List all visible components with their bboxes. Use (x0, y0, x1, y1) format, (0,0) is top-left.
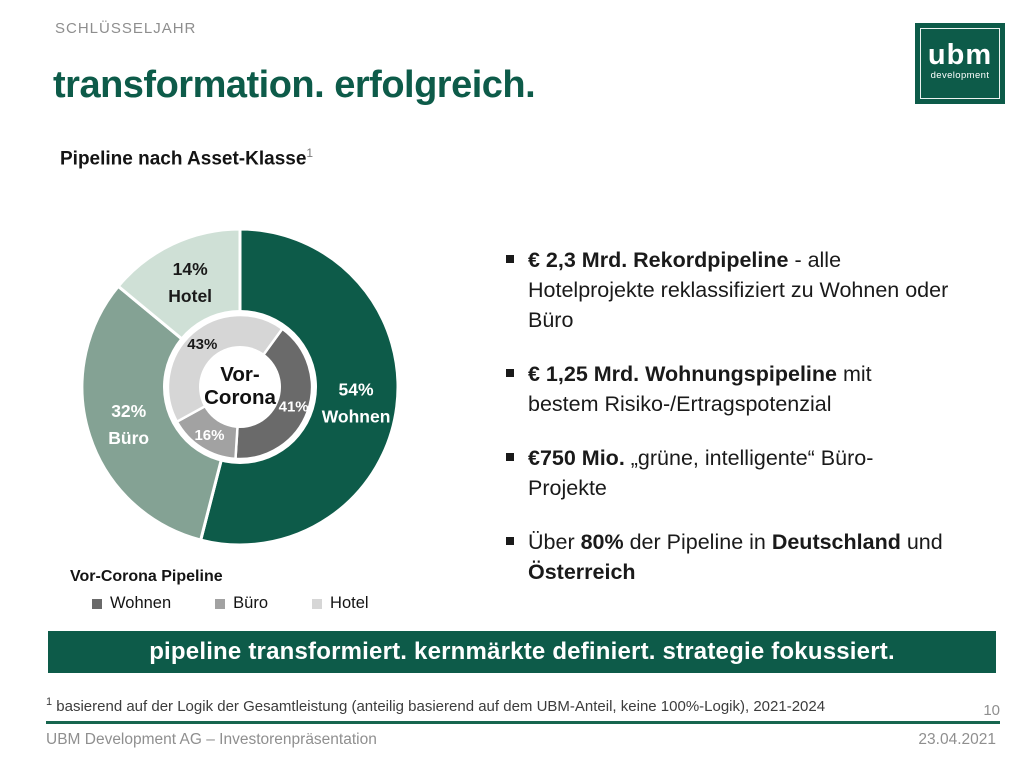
segment-value-label: 16% (194, 427, 224, 444)
donut-hole (199, 346, 281, 428)
footer-date: 23.04.2021 (918, 731, 996, 748)
legend-swatch-icon (312, 598, 323, 609)
chart-heading-text: Pipeline nach Asset-Klasse (60, 148, 307, 170)
footnote: 1 basierend auf der Logik der Gesamtleis… (46, 696, 825, 715)
page-number: 10 (983, 702, 1000, 719)
segment-value-label: 43% (187, 336, 217, 353)
legend-items: Wohnen Büro Hotel (70, 594, 400, 613)
bullet-line: Hotelprojekte reklassifiziert zu Wohnen … (528, 278, 949, 302)
slide-title: transformation. erfolgreich. (53, 64, 536, 106)
bullet-line: Büro (528, 308, 574, 332)
bullet-square-icon (506, 453, 514, 461)
legend-item-wohnen: Wohnen (92, 594, 171, 613)
ubm-logo: ubm development (915, 23, 1005, 104)
segment-value-label: 14% (173, 259, 208, 279)
segment-category-label: Wohnen (322, 407, 391, 427)
footer-divider (46, 721, 1000, 724)
segment-value-label: 32% (111, 401, 146, 421)
legend-label: Büro (233, 594, 269, 612)
donut-center-label: Corona (204, 386, 276, 409)
bullet-line: € 2,3 Mrd. Rekordpipeline - alle (528, 248, 842, 272)
bullet-item: Über 80% der Pipeline in Deutschland und… (505, 527, 975, 587)
bullet-item: € 2,3 Mrd. Rekordpipeline - alle Hotelpro… (505, 245, 975, 335)
legend-label: Wohnen (110, 594, 172, 612)
legend-swatch-icon (215, 598, 226, 609)
legend-title: Vor-Corona Pipeline (70, 568, 223, 585)
key-message-banner: pipeline transformiert. kernmärkte defin… (48, 631, 996, 673)
logo-border (920, 28, 1000, 99)
chart-heading: Pipeline nach Asset-Klasse1 (60, 146, 313, 170)
bullet-line: bestem Risiko-/Ertragspotenzial (528, 392, 832, 416)
segment-category-label: Büro (108, 428, 149, 448)
key-points-list: € 2,3 Mrd. Rekordpipeline - alle Hotelpro… (505, 245, 975, 611)
slide-eyebrow: SCHLÜSSELJAHR (55, 20, 197, 37)
bullet-line: Über 80% der Pipeline in Deutschland und (528, 530, 943, 554)
bullet-square-icon (506, 537, 514, 545)
bullet-line: €750 Mio. „grüne, intelligente“ Büro- (528, 446, 874, 470)
donut-center-label: Vor- (220, 363, 259, 386)
donut-segment-aktuelle-pipeline-aussen-büro (80, 284, 242, 542)
bullet-square-icon (506, 255, 514, 263)
segment-category-label: Hotel (168, 286, 212, 306)
legend-swatch-icon (92, 598, 102, 609)
vor-corona-legend: Vor-Corona Pipeline Wohnen Büro Hotel (70, 568, 400, 613)
segment-value-label: 41% (279, 398, 309, 415)
footnote-text: basierend auf der Logik der Gesamtleistu… (52, 698, 826, 715)
bullet-line: Projekte (528, 476, 607, 500)
bullet-line: Österreich (528, 560, 636, 584)
logo-sub-text: development (930, 70, 990, 81)
legend-item-hotel: Hotel (312, 594, 369, 613)
legend-label: Hotel (330, 594, 369, 612)
key-message-text: pipeline transformiert. kernmärkte defin… (149, 638, 895, 665)
footer-presentation-title: UBM Development AG – Investorenpräsentat… (46, 731, 377, 748)
bullet-square-icon (506, 369, 514, 377)
segment-value-label: 54% (339, 380, 374, 400)
bullet-item: € 1,25 Mrd. Wohnungspipeline mit bestem R… (505, 359, 975, 419)
legend-item-büro: Büro (215, 594, 268, 613)
chart-heading-footnote-ref: 1 (306, 146, 314, 160)
footnote-ref: 1 (46, 696, 53, 708)
bullet-item: €750 Mio. „grüne, intelligente“ Büro- Pro… (505, 443, 975, 503)
bullet-line: € 1,25 Mrd. Wohnungspipeline mit (528, 362, 872, 386)
logo-brand-text: ubm (927, 39, 993, 71)
pipeline-donut-chart: 54% Wohnen 32% Büro 14% Hotel 41% 16% 43%Vor-Cor… (80, 227, 400, 547)
